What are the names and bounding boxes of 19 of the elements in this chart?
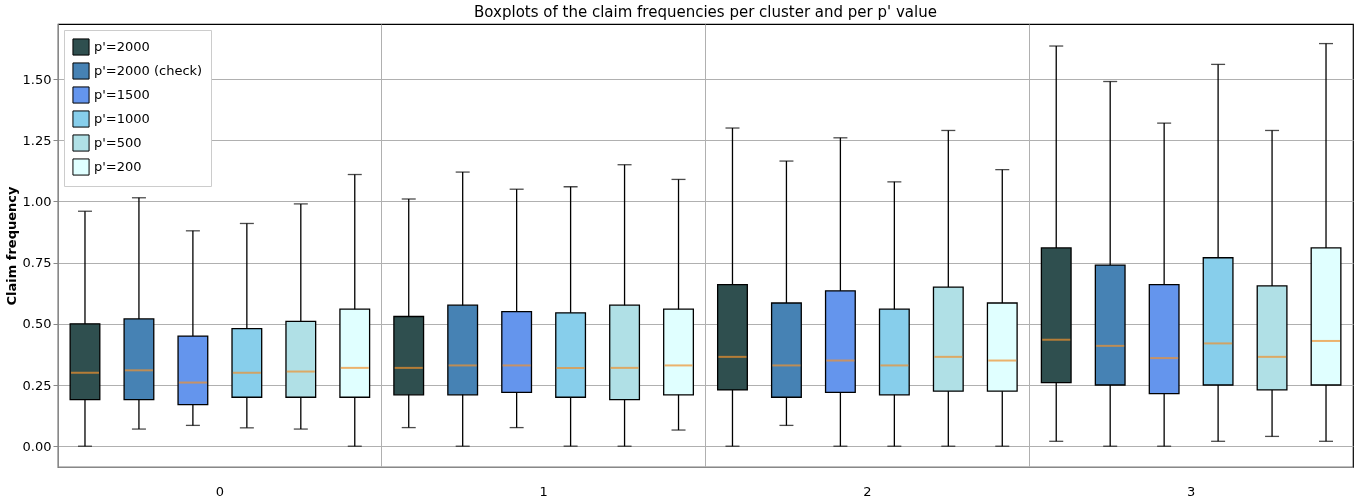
y-tick-label: 1.50	[22, 71, 52, 87]
legend-label: p'=500	[94, 135, 142, 150]
chart-title: Boxplots of the claim frequencies per cluster and per p' value	[474, 3, 937, 21]
y-tick-label: 0.50	[22, 316, 52, 332]
legend-label: p'=1000	[94, 111, 150, 126]
x-tick-label: 2	[863, 483, 872, 499]
legend-label: p'=200	[94, 159, 142, 174]
legend-label: p'=2000 (check)	[94, 63, 203, 78]
y-tick-label: 0.25	[22, 377, 52, 393]
x-tick-label: 0	[215, 483, 225, 499]
y-axis-title: Claim frequency	[3, 185, 19, 306]
y-tick-label: 1.25	[22, 132, 52, 148]
x-tick-label: 3	[1186, 483, 1196, 499]
legend-label: p'=2000	[94, 39, 150, 54]
legend-label: p'=1500	[94, 87, 150, 102]
y-tick-label: 0.75	[22, 255, 52, 271]
y-tick-label: 1.00	[22, 193, 52, 209]
y-tick-label: 0.00	[22, 438, 52, 454]
x-tick-label: 1	[539, 483, 548, 499]
